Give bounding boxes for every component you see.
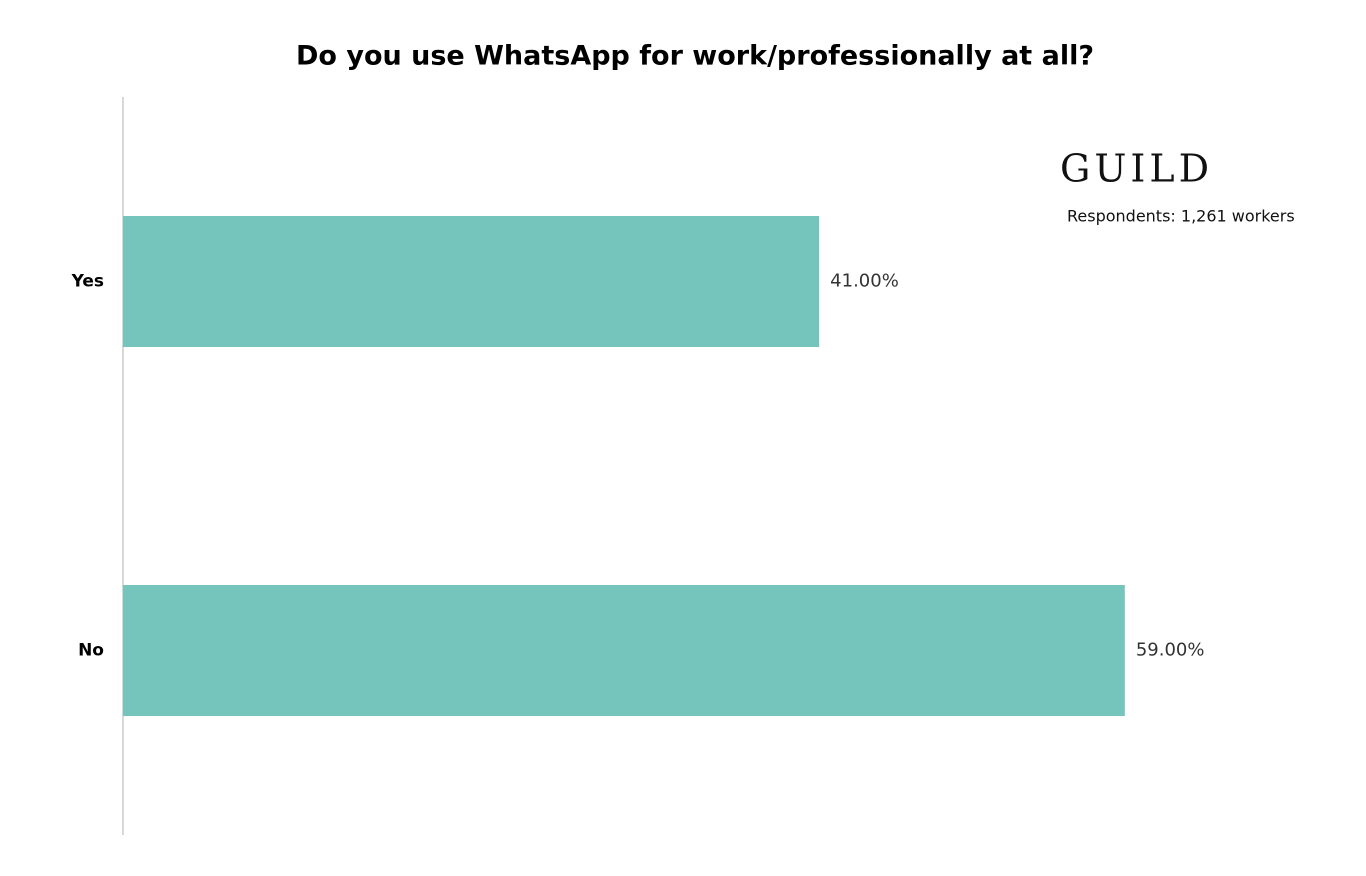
- category-label: Yes: [71, 272, 104, 292]
- category-label: No: [78, 641, 104, 661]
- logo: GUILD: [1060, 147, 1213, 191]
- bar: [123, 216, 820, 347]
- value-label: 41.00%: [830, 271, 899, 292]
- chart-title: Do you use WhatsApp for work/professiona…: [296, 41, 1094, 72]
- value-label: 59.00%: [1136, 640, 1205, 661]
- bar: [123, 585, 1125, 716]
- note: Respondents: 1,261 workers: [1067, 207, 1295, 226]
